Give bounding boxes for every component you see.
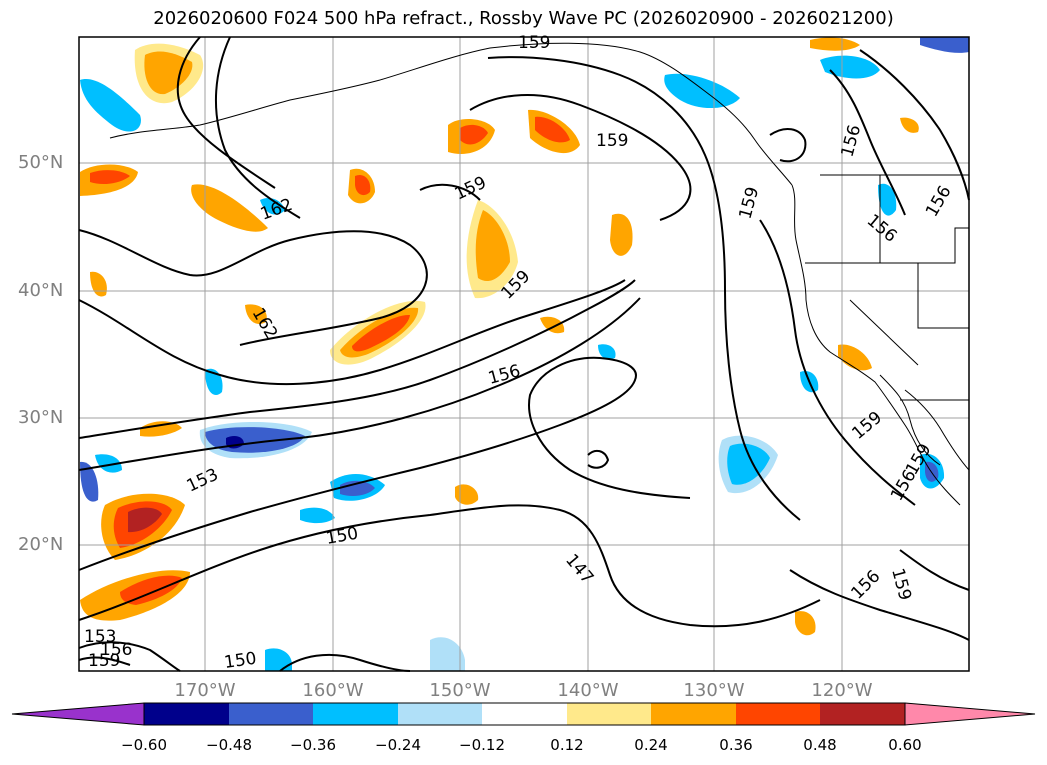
contour-label: 153 — [84, 627, 116, 647]
height-contours — [78, 36, 970, 672]
coastlines — [109, 42, 970, 506]
anomaly-positive — [460, 124, 488, 145]
longitude-label: 120°W — [811, 680, 873, 701]
contour-label: 159 — [596, 131, 628, 151]
longitude-label: 170°W — [174, 680, 236, 701]
anomaly-negative — [920, 37, 969, 53]
contour-label: 156 — [100, 640, 132, 660]
colorbar-tick-label: −0.60 — [121, 736, 167, 754]
colorbar-segment — [313, 703, 398, 725]
contour-label: 150 — [223, 649, 258, 673]
anomaly-negative — [300, 507, 335, 524]
anomaly-positive — [245, 304, 267, 325]
latitude-label: 40°N — [18, 280, 64, 301]
colorbar-extend-low — [11, 702, 145, 726]
anomaly-positive — [191, 184, 268, 232]
colorbar-segment — [651, 703, 736, 725]
anomaly-positive — [352, 314, 410, 352]
contour-label: 159 — [518, 33, 550, 53]
anomaly-negative — [820, 55, 880, 79]
anomaly-positive — [128, 507, 162, 533]
longitude-label: 160°W — [302, 680, 364, 701]
anomaly-positive — [144, 51, 193, 95]
colorbar-tick-label: 0.60 — [888, 736, 922, 754]
colorbar-tick-label: 0.24 — [634, 736, 668, 754]
longitude-label: 150°W — [429, 680, 491, 701]
anomaly-positive — [140, 421, 182, 437]
anomaly-negative — [878, 183, 897, 216]
colorbar-segment — [398, 703, 482, 725]
map-title: 2026020600 F024 500 hPa refract., Rossby… — [153, 8, 894, 29]
map-panel: 159 159 156 156 162 159 159 156 162 159 … — [78, 33, 970, 673]
map-background — [79, 37, 969, 671]
latitude-label: 50°N — [18, 152, 64, 173]
colorbar-tick-label: −0.48 — [206, 736, 252, 754]
colorbar-tick-label: 0.12 — [550, 736, 584, 754]
map-frame — [78, 36, 970, 672]
colorbar-tick-label: −0.12 — [459, 736, 505, 754]
anomaly-negative — [430, 637, 465, 671]
anomaly-positive — [810, 37, 860, 51]
longitude-label: 140°W — [557, 680, 619, 701]
anomaly-positive — [355, 174, 371, 196]
anomaly-positive — [120, 575, 182, 605]
colorbar-segment — [820, 703, 905, 725]
anomaly-positive — [90, 170, 130, 184]
latitude-label: 20°N — [18, 534, 64, 555]
anomaly-positive — [838, 344, 872, 371]
colorbar-frame — [143, 702, 906, 726]
latitude-label: 30°N — [18, 407, 64, 428]
colorbar-segment — [144, 703, 229, 725]
longitude-label: 130°W — [683, 680, 745, 701]
colorbar-extend-high — [904, 702, 1036, 726]
anomaly-negative — [664, 73, 740, 109]
anomaly-positive — [475, 210, 510, 282]
anomaly-positive — [900, 117, 919, 133]
anomaly-positive — [540, 316, 565, 334]
anomaly-positive — [535, 116, 570, 143]
colorbar-tick-label: 0.36 — [719, 736, 753, 754]
anomaly-negative — [265, 648, 292, 671]
colorbar-segment — [229, 703, 313, 725]
colorbar-tick-label: −0.36 — [290, 736, 336, 754]
anomaly-negative — [95, 454, 122, 473]
colorbar — [11, 702, 1036, 726]
anomaly-positive — [455, 484, 479, 505]
anomaly-negative — [727, 443, 770, 485]
anomaly-negative — [340, 480, 375, 496]
anomaly-negative — [598, 344, 616, 360]
colorbar-tick-label: −0.24 — [375, 736, 421, 754]
anomaly-negative — [260, 198, 285, 215]
graticule — [79, 37, 969, 671]
colorbar-segment — [482, 703, 567, 725]
shaded-anomalies — [80, 37, 969, 671]
colorbar-tick-label: 0.48 — [803, 736, 837, 754]
colorbar-segment — [567, 703, 651, 725]
contour-label: 159 — [88, 651, 120, 671]
anomaly-positive — [90, 271, 107, 297]
colorbar-segment — [736, 703, 820, 725]
anomaly-positive — [795, 611, 816, 636]
anomaly-negative — [80, 461, 99, 502]
anomaly-positive — [610, 213, 633, 256]
anomaly-negative — [80, 79, 141, 132]
